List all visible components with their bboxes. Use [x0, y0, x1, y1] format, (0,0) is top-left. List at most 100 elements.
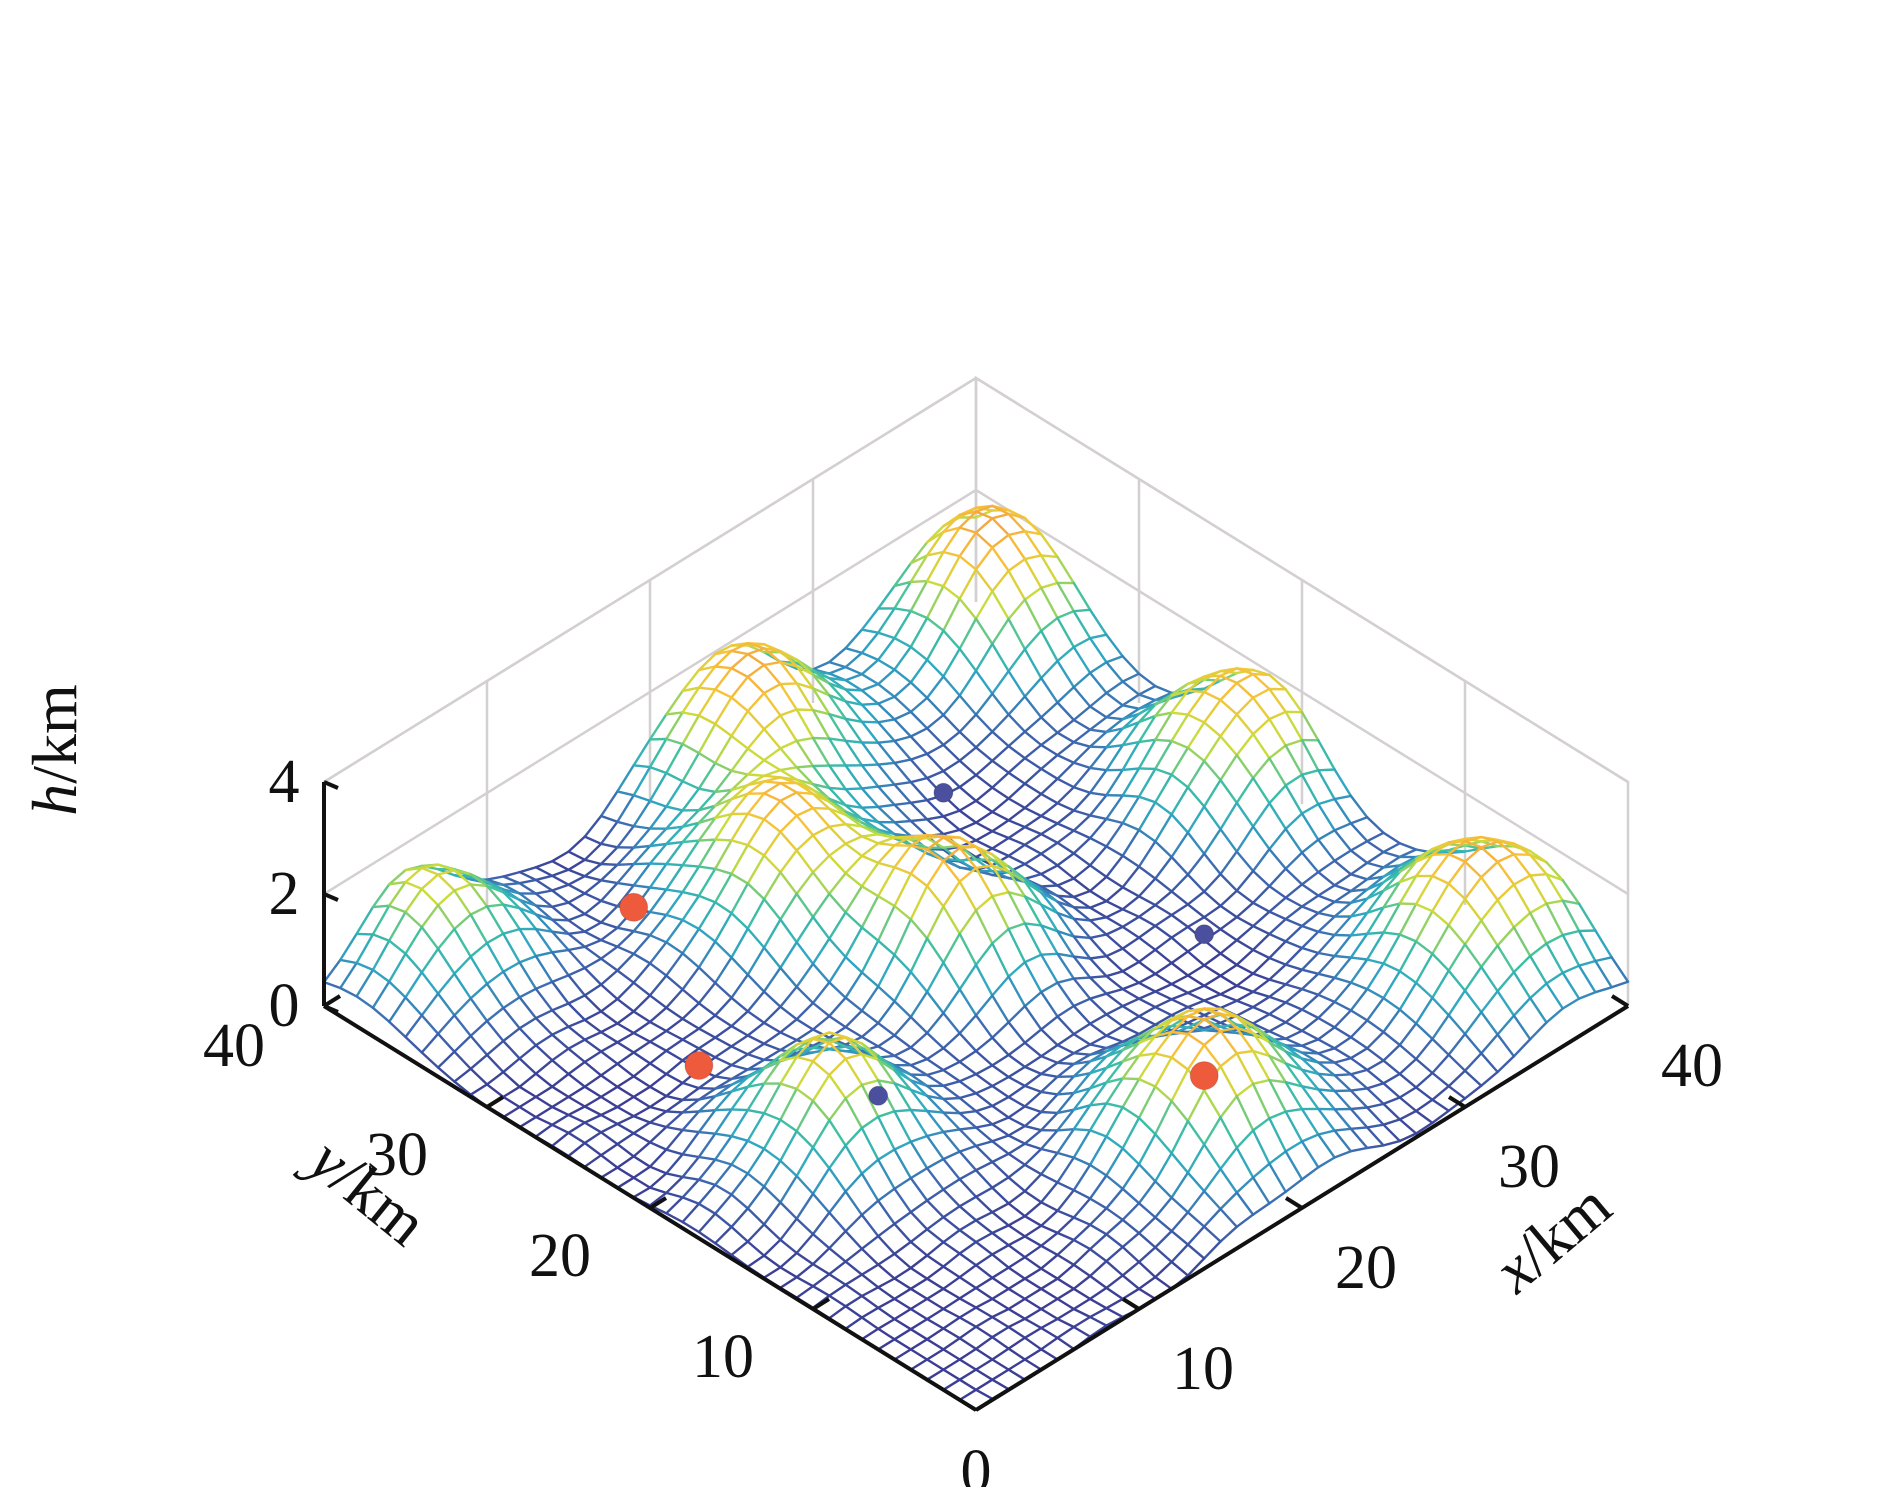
mesh-segment	[974, 1210, 994, 1222]
mesh-segment	[974, 845, 994, 856]
mesh-segment	[1023, 1072, 1043, 1088]
mesh-segment	[877, 1110, 896, 1119]
mesh-segment	[942, 1287, 961, 1300]
mesh-segment	[860, 689, 880, 705]
mesh-segment	[665, 1049, 684, 1062]
mesh-segment	[714, 940, 733, 959]
mesh-segment	[925, 961, 945, 994]
mesh-segment	[665, 1006, 684, 1020]
mesh-segment	[1202, 1017, 1222, 1033]
mesh-segment	[1382, 933, 1402, 965]
mesh-segment	[1088, 1055, 1108, 1063]
mesh-segment	[958, 617, 978, 650]
mesh-segment	[828, 786, 847, 807]
mesh-segment	[1056, 1108, 1076, 1132]
mesh-segment	[958, 1316, 978, 1329]
mesh-segment	[893, 1317, 912, 1331]
mesh-segment	[567, 994, 586, 1005]
mesh-segment	[925, 1166, 945, 1191]
mesh-segment	[1202, 1043, 1222, 1068]
mesh-segment	[1317, 859, 1336, 874]
mesh-segment	[567, 835, 586, 853]
mesh-segment	[1056, 1317, 1076, 1329]
mesh-segment	[1137, 895, 1157, 907]
mesh-segment	[1300, 812, 1320, 841]
mesh-segment	[828, 1025, 847, 1039]
mesh-segment	[828, 911, 847, 940]
mesh-segment	[1447, 1032, 1467, 1057]
mesh-segment	[1105, 718, 1124, 734]
mesh-segment	[485, 1039, 505, 1057]
mesh-segment	[844, 1190, 864, 1217]
mesh-segment	[1300, 1085, 1320, 1091]
mesh-segment	[1056, 1061, 1076, 1066]
mesh-segment	[1056, 1127, 1076, 1132]
mesh-segment	[909, 1176, 929, 1202]
mesh-segment	[1137, 703, 1157, 724]
mesh-segment	[1365, 1087, 1385, 1106]
mesh-segment	[1072, 610, 1092, 640]
mesh-segment	[1300, 930, 1320, 950]
mesh-segment	[583, 957, 603, 970]
mesh-segment	[1023, 1041, 1043, 1058]
mesh-segment	[877, 631, 896, 640]
mesh-segment	[599, 790, 619, 818]
mesh-segment	[518, 907, 538, 931]
mesh-segment	[909, 1015, 929, 1035]
mesh-segment	[1251, 1013, 1271, 1025]
mesh-segment	[665, 805, 684, 812]
z-tick-label: 2	[269, 860, 300, 928]
mesh-segment	[893, 1287, 912, 1301]
mesh-segment	[1512, 883, 1532, 915]
mesh-segment	[811, 1232, 831, 1250]
mesh-segment	[811, 937, 831, 965]
y-tick-mark	[322, 994, 342, 1008]
mesh-segment	[1105, 1048, 1124, 1058]
mesh-segment	[1219, 974, 1239, 987]
mesh-segment	[1007, 730, 1027, 748]
mesh-segment	[1382, 855, 1402, 869]
mesh-segment	[1154, 694, 1173, 718]
mesh-segment	[1365, 1102, 1385, 1109]
mesh-segment	[632, 934, 652, 955]
mesh-segment	[730, 872, 749, 885]
mesh-segment	[795, 1037, 815, 1059]
mesh-segment	[1121, 865, 1141, 889]
mesh-segment	[909, 1108, 929, 1113]
mesh-segment	[991, 1160, 1010, 1179]
mesh-segment	[909, 1287, 929, 1301]
mesh-segment	[1186, 916, 1206, 929]
mesh-segment	[779, 1251, 798, 1269]
mesh-segment	[795, 791, 815, 810]
mesh-segment	[1219, 1191, 1239, 1211]
mesh-segment	[925, 990, 945, 1015]
mesh-segment	[1268, 710, 1287, 721]
mesh-segment	[1431, 1053, 1450, 1075]
mesh-segment	[860, 1247, 880, 1266]
mesh-segment	[844, 854, 864, 875]
mesh-segment	[828, 842, 847, 857]
mesh-segment	[502, 970, 521, 999]
mesh-segment	[893, 1277, 912, 1291]
mesh-segment	[1284, 905, 1304, 921]
mesh-segment	[1039, 581, 1059, 589]
mesh-segment	[534, 987, 554, 1012]
mesh-segment	[469, 1019, 489, 1038]
mesh-segment	[1235, 948, 1255, 967]
mesh-segment	[730, 1053, 749, 1067]
mesh-segment	[795, 962, 815, 988]
mesh-segment	[1039, 924, 1059, 955]
mesh-segment	[893, 580, 912, 588]
mesh-segment	[958, 1080, 978, 1095]
mesh-segment	[632, 1186, 652, 1199]
mesh-segment	[811, 736, 831, 767]
mesh-segment	[1007, 1163, 1027, 1179]
mesh-segment	[1219, 1065, 1239, 1098]
mesh-segment	[1121, 720, 1141, 747]
mesh-segment	[1414, 981, 1434, 999]
mesh-segment	[551, 1002, 570, 1012]
mesh-segment	[567, 858, 586, 871]
mesh-segment	[746, 1185, 766, 1210]
mesh-segment	[714, 1108, 733, 1112]
